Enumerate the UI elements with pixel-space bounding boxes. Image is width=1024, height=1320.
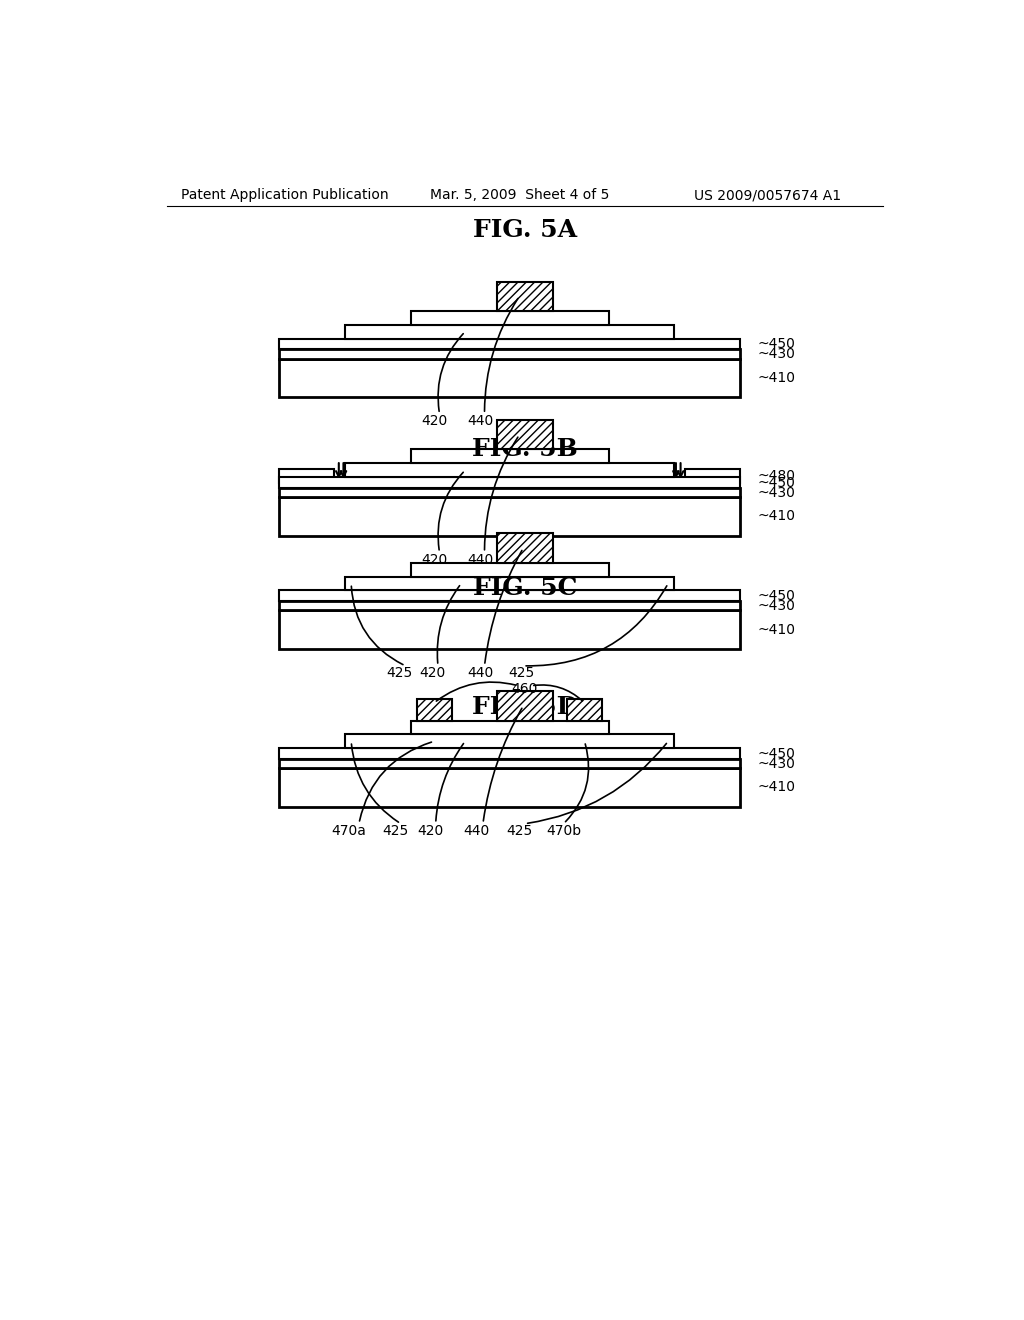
Text: 425: 425 <box>506 824 532 838</box>
Text: ~450: ~450 <box>758 337 796 351</box>
Bar <box>345 463 675 478</box>
Text: Mar. 5, 2009  Sheet 4 of 5: Mar. 5, 2009 Sheet 4 of 5 <box>430 189 609 202</box>
Bar <box>411 721 608 734</box>
Text: 425: 425 <box>382 824 409 838</box>
Bar <box>356 470 664 483</box>
Bar <box>345 577 675 590</box>
Bar <box>567 700 602 721</box>
Text: 460: 460 <box>512 682 538 696</box>
Bar <box>280 478 740 488</box>
Text: US 2009/0057674 A1: US 2009/0057674 A1 <box>693 189 841 202</box>
Text: 440: 440 <box>464 824 489 838</box>
Text: ~410: ~410 <box>758 623 796 636</box>
Text: ~430: ~430 <box>758 756 796 771</box>
Bar <box>411 450 608 463</box>
Bar <box>280 350 740 359</box>
Bar <box>280 748 740 759</box>
Text: 470a: 470a <box>332 824 367 838</box>
Bar <box>417 700 452 721</box>
Bar <box>345 325 675 339</box>
Text: ~430: ~430 <box>758 347 796 360</box>
Text: 440: 440 <box>468 553 494 566</box>
Text: 420: 420 <box>420 665 445 680</box>
Text: ~410: ~410 <box>758 780 796 795</box>
Text: FIG. 5C: FIG. 5C <box>472 576 578 599</box>
Text: 440: 440 <box>468 665 494 680</box>
Bar <box>280 601 740 610</box>
Bar <box>685 470 740 483</box>
Text: 470b: 470b <box>546 824 581 838</box>
Text: ~450: ~450 <box>758 747 796 760</box>
Text: ~430: ~430 <box>758 486 796 499</box>
Text: FIG. 5D: FIG. 5D <box>472 696 578 719</box>
Bar <box>280 359 740 397</box>
Bar <box>280 339 740 350</box>
Text: FIG. 5B: FIG. 5B <box>472 437 578 461</box>
Bar <box>280 759 740 768</box>
Bar <box>280 488 740 498</box>
Bar <box>411 312 608 325</box>
Text: 420: 420 <box>421 553 447 566</box>
Bar <box>497 692 553 721</box>
Bar <box>497 281 553 312</box>
Bar <box>497 420 553 449</box>
Bar <box>280 768 740 807</box>
Bar <box>280 590 740 601</box>
Text: ~480: ~480 <box>758 470 796 483</box>
Bar <box>280 610 740 649</box>
Text: 425: 425 <box>509 665 535 680</box>
Text: 420: 420 <box>421 414 447 428</box>
Bar <box>280 498 740 536</box>
Text: 420: 420 <box>417 824 443 838</box>
Text: ~410: ~410 <box>758 510 796 524</box>
Text: 440: 440 <box>468 414 494 428</box>
Text: ~450: ~450 <box>758 589 796 603</box>
Bar <box>411 562 608 577</box>
Text: ~430: ~430 <box>758 599 796 612</box>
Text: 425: 425 <box>386 665 413 680</box>
Bar <box>345 734 675 748</box>
Text: FIG. 5A: FIG. 5A <box>473 218 577 243</box>
Text: Patent Application Publication: Patent Application Publication <box>180 189 388 202</box>
Text: ~450: ~450 <box>758 475 796 490</box>
Bar <box>280 470 334 483</box>
Text: ~410: ~410 <box>758 371 796 385</box>
Bar <box>497 533 553 562</box>
